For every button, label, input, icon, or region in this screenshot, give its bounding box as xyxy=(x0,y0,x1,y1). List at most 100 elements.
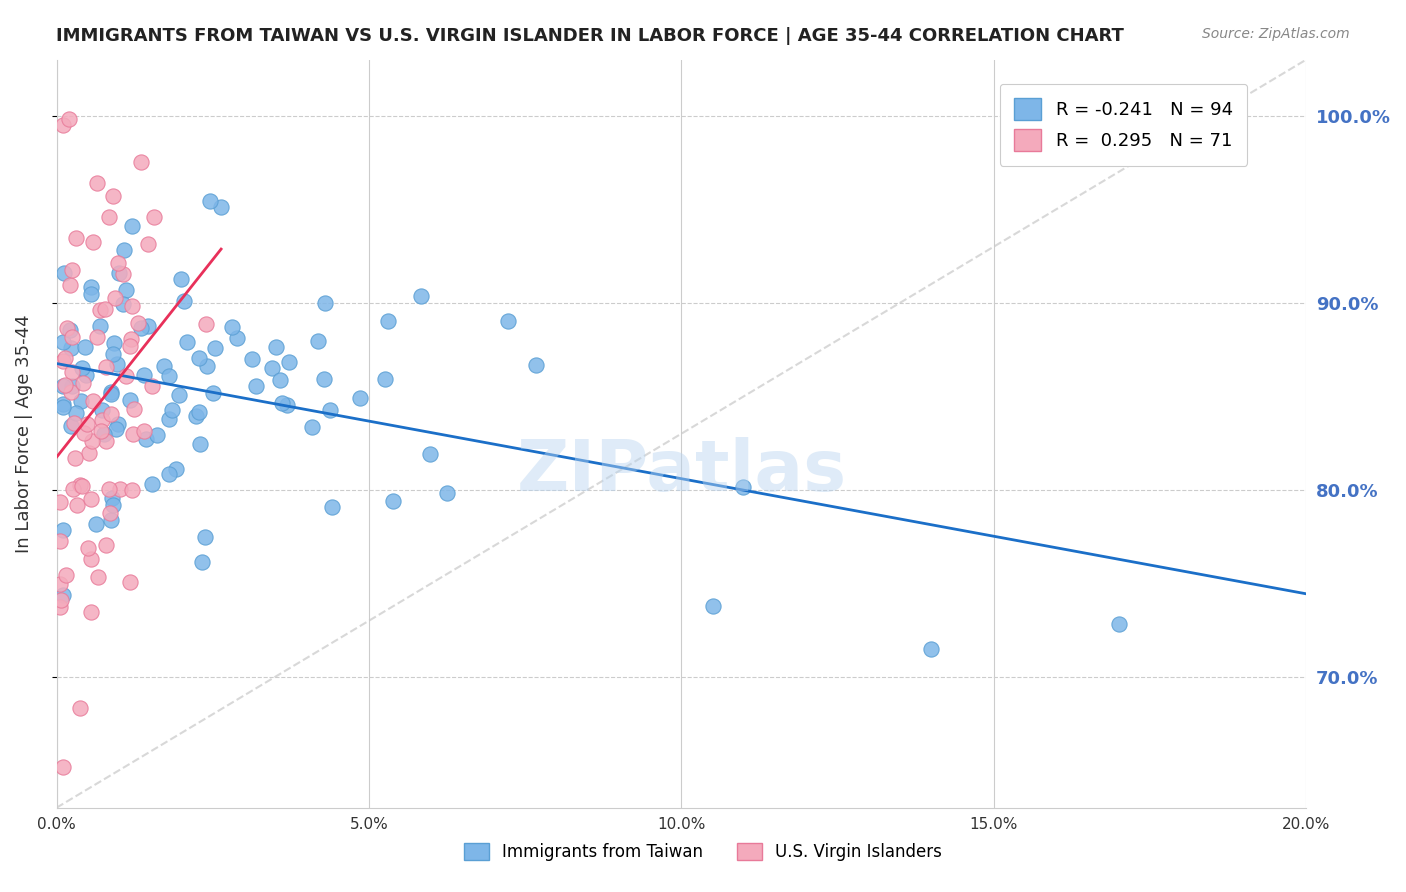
Point xyxy=(87,570,110,584)
Point xyxy=(101,347,124,361)
Point xyxy=(53,351,76,366)
Point xyxy=(176,335,198,350)
Point xyxy=(104,292,127,306)
Point xyxy=(69,701,91,715)
Point xyxy=(86,517,108,532)
Text: IMMIGRANTS FROM TAIWAN VS U.S. VIRGIN ISLANDER IN LABOR FORCE | AGE 35-44 CORREL: IMMIGRANTS FROM TAIWAN VS U.S. VIRGIN IS… xyxy=(56,27,1125,45)
Point xyxy=(100,407,122,421)
Point xyxy=(245,379,267,393)
Point xyxy=(100,384,122,399)
Point xyxy=(60,262,83,277)
Point xyxy=(62,482,84,496)
Point xyxy=(80,605,103,619)
Legend: Immigrants from Taiwan, U.S. Virgin Islanders: Immigrants from Taiwan, U.S. Virgin Isla… xyxy=(451,830,955,875)
Point xyxy=(52,397,75,411)
Point xyxy=(195,318,218,332)
Point xyxy=(141,379,163,393)
Point xyxy=(114,283,136,297)
Point xyxy=(76,541,98,556)
Point xyxy=(89,319,111,334)
Point xyxy=(221,320,243,334)
Point xyxy=(69,393,91,408)
Point xyxy=(52,523,75,537)
Point xyxy=(103,336,125,351)
Point xyxy=(120,333,142,347)
Point xyxy=(1108,617,1130,632)
Point xyxy=(60,330,83,344)
Point xyxy=(129,155,152,169)
Point xyxy=(121,219,143,234)
Point xyxy=(73,426,96,441)
Point xyxy=(76,417,98,431)
Point xyxy=(101,498,124,512)
Point xyxy=(96,360,118,375)
Point xyxy=(97,211,120,225)
Point xyxy=(70,361,93,376)
Point xyxy=(200,194,222,208)
Point xyxy=(187,405,209,419)
Point xyxy=(79,552,101,566)
Point xyxy=(79,446,101,460)
Point xyxy=(108,482,131,496)
Text: ZIPatlas: ZIPatlas xyxy=(516,436,846,506)
Point xyxy=(70,479,93,493)
Point xyxy=(194,530,217,544)
Point xyxy=(48,577,70,591)
Point xyxy=(312,371,335,385)
Point xyxy=(80,280,103,294)
Point xyxy=(202,385,225,400)
Point xyxy=(52,378,75,392)
Point xyxy=(60,385,83,400)
Point xyxy=(122,427,145,442)
Point xyxy=(496,314,519,328)
Point xyxy=(187,351,209,366)
Point xyxy=(58,322,80,336)
Point xyxy=(276,398,298,412)
Point xyxy=(101,491,124,505)
Point xyxy=(314,296,336,310)
Point xyxy=(264,340,287,354)
Point xyxy=(157,368,180,383)
Point xyxy=(53,267,76,281)
Point xyxy=(86,330,108,344)
Point xyxy=(382,494,405,508)
Point xyxy=(127,316,149,330)
Point xyxy=(60,378,83,392)
Point xyxy=(702,599,724,613)
Point xyxy=(52,400,75,414)
Point xyxy=(242,351,264,366)
Point xyxy=(100,387,122,401)
Point xyxy=(58,112,80,127)
Point xyxy=(374,372,396,386)
Point xyxy=(52,335,75,350)
Point xyxy=(73,340,96,354)
Point xyxy=(146,428,169,442)
Point xyxy=(349,391,371,405)
Point xyxy=(65,498,87,512)
Point xyxy=(920,641,942,656)
Point xyxy=(209,200,232,214)
Point xyxy=(48,494,70,508)
Point xyxy=(112,297,135,311)
Point xyxy=(89,302,111,317)
Point xyxy=(136,236,159,251)
Point xyxy=(55,377,77,392)
Point xyxy=(100,513,122,527)
Point xyxy=(63,450,86,465)
Point xyxy=(52,353,75,368)
Point xyxy=(409,289,432,303)
Point xyxy=(108,266,131,280)
Point xyxy=(69,478,91,492)
Point xyxy=(121,483,143,497)
Point xyxy=(72,376,94,390)
Point xyxy=(52,759,75,773)
Point xyxy=(204,341,226,355)
Point xyxy=(136,318,159,333)
Point xyxy=(104,422,127,436)
Point xyxy=(107,417,129,432)
Point xyxy=(94,538,117,552)
Point xyxy=(165,462,187,476)
Point xyxy=(115,368,138,383)
Point xyxy=(436,486,458,500)
Point xyxy=(307,334,329,348)
